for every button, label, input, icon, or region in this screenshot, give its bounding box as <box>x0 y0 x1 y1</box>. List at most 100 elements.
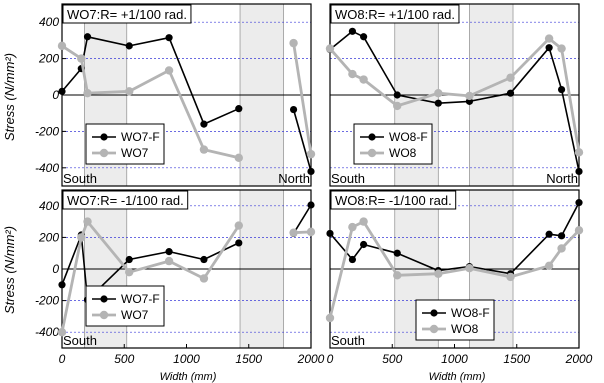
x-tick-label: 1500 <box>503 352 530 366</box>
data-point <box>348 27 357 35</box>
legend: WO7-F WO7 <box>85 285 165 327</box>
data-point <box>125 255 133 264</box>
x-tick-label: 1000 <box>441 352 468 366</box>
data-point <box>199 274 209 283</box>
data-point <box>348 69 357 79</box>
legend-swatch-marker <box>100 295 108 303</box>
data-point <box>575 167 583 176</box>
legend-label: WO7 <box>121 308 149 322</box>
legend: WO7-F WO7 <box>85 123 165 165</box>
data-point <box>306 227 316 237</box>
legend-swatch-marker <box>368 133 376 141</box>
x-tick-label: 0 <box>327 352 334 366</box>
x-tick-label: 2000 <box>297 352 325 366</box>
data-point <box>306 149 316 159</box>
legend-label: WO8-F <box>451 306 490 320</box>
y-tick-label: 0 <box>52 88 59 102</box>
data-point <box>393 271 402 280</box>
data-point <box>83 88 92 98</box>
south-label: South <box>331 333 365 348</box>
data-point <box>165 34 173 42</box>
panel-title-text: WO8:R= +1/100 rad. <box>335 7 455 22</box>
chart-panel-1: 400 200 0 -200 -400 WO7:R= +1/100 rad. South No… <box>35 3 316 187</box>
data-point <box>360 33 368 41</box>
y-tick-label: 200 <box>38 230 59 244</box>
legend: WO8-F WO8 <box>415 299 495 341</box>
data-point <box>234 221 243 230</box>
legend-swatch-marker <box>430 309 438 317</box>
x-tick-label: 0 <box>59 352 66 366</box>
series-line <box>292 204 312 234</box>
data-point <box>57 328 67 337</box>
data-point <box>83 33 92 41</box>
data-point <box>325 313 335 323</box>
data-point <box>289 105 298 114</box>
data-point <box>289 38 298 48</box>
series-line <box>328 37 581 153</box>
legend-label: WO7 <box>121 146 149 160</box>
data-point <box>348 255 357 264</box>
legend-swatch-marker <box>367 148 377 158</box>
data-point <box>359 75 368 84</box>
x-axis-label-left: Width (mm) <box>160 371 217 383</box>
panel-title-box <box>330 4 460 24</box>
legend-label: WO7-F <box>121 130 160 144</box>
data-point <box>359 217 368 226</box>
panel-title-box <box>62 190 189 210</box>
legend-swatch-marker <box>99 310 109 320</box>
data-point <box>326 229 334 238</box>
data-point <box>307 167 315 176</box>
data-point <box>348 222 357 232</box>
series-line <box>292 109 312 172</box>
data-point <box>83 217 92 226</box>
data-point <box>434 99 442 107</box>
x-tick-label: 1000 <box>173 352 200 366</box>
data-point <box>200 120 208 128</box>
data-point <box>557 44 566 53</box>
data-point <box>325 44 335 53</box>
data-point <box>234 153 243 162</box>
y-axis-label-bottom: Stress (N/mm²) <box>2 226 17 314</box>
data-point <box>289 228 298 237</box>
data-point <box>199 145 209 154</box>
y-tick-label: 400 <box>39 15 59 29</box>
data-point <box>307 201 315 209</box>
legend-box <box>85 285 165 327</box>
y-tick-label: 400 <box>39 199 59 213</box>
panel-title: WO8:R= -1/100 rad. <box>330 190 457 210</box>
north-label: North <box>546 171 578 186</box>
plot-frame <box>329 3 580 187</box>
data-point <box>200 255 208 264</box>
legend-swatch-marker <box>429 324 439 334</box>
y-tick-label: -200 <box>35 124 59 138</box>
data-point <box>506 89 515 97</box>
data-point <box>77 54 86 63</box>
y-tick-label: 0 <box>52 262 59 276</box>
south-label: South <box>331 171 365 186</box>
data-point <box>545 44 553 52</box>
data-point <box>77 233 86 242</box>
y-tick-label: 200 <box>38 52 59 66</box>
panel-title: WO7:R= +1/100 rad. <box>62 4 192 24</box>
data-point <box>125 87 134 96</box>
north-label: North <box>278 171 310 186</box>
legend-swatch-marker <box>100 133 108 141</box>
legend-label: WO8 <box>389 146 417 160</box>
x-axis-label-right: Width (mm) <box>429 371 486 383</box>
series-line <box>329 30 580 172</box>
data-point <box>465 264 474 273</box>
south-label: South <box>63 171 97 186</box>
legend-label: WO8 <box>451 322 479 336</box>
data-point <box>557 85 566 94</box>
panel-title: WO8:R= +1/100 rad. <box>330 4 460 24</box>
x-tick-label: 500 <box>382 352 402 366</box>
data-point <box>235 105 243 113</box>
data-point <box>544 34 554 43</box>
data-point <box>506 73 515 82</box>
data-point <box>574 226 584 235</box>
chart-panel-4: 0 500 1000 1500 2000 WO8:R= -1/100 rad. South W… <box>325 189 593 366</box>
legend-box <box>85 123 165 165</box>
chart-panel-2: WO8:R= +1/100 rad. South North WO8-F WO8 <box>325 3 584 187</box>
data-point <box>125 267 134 277</box>
